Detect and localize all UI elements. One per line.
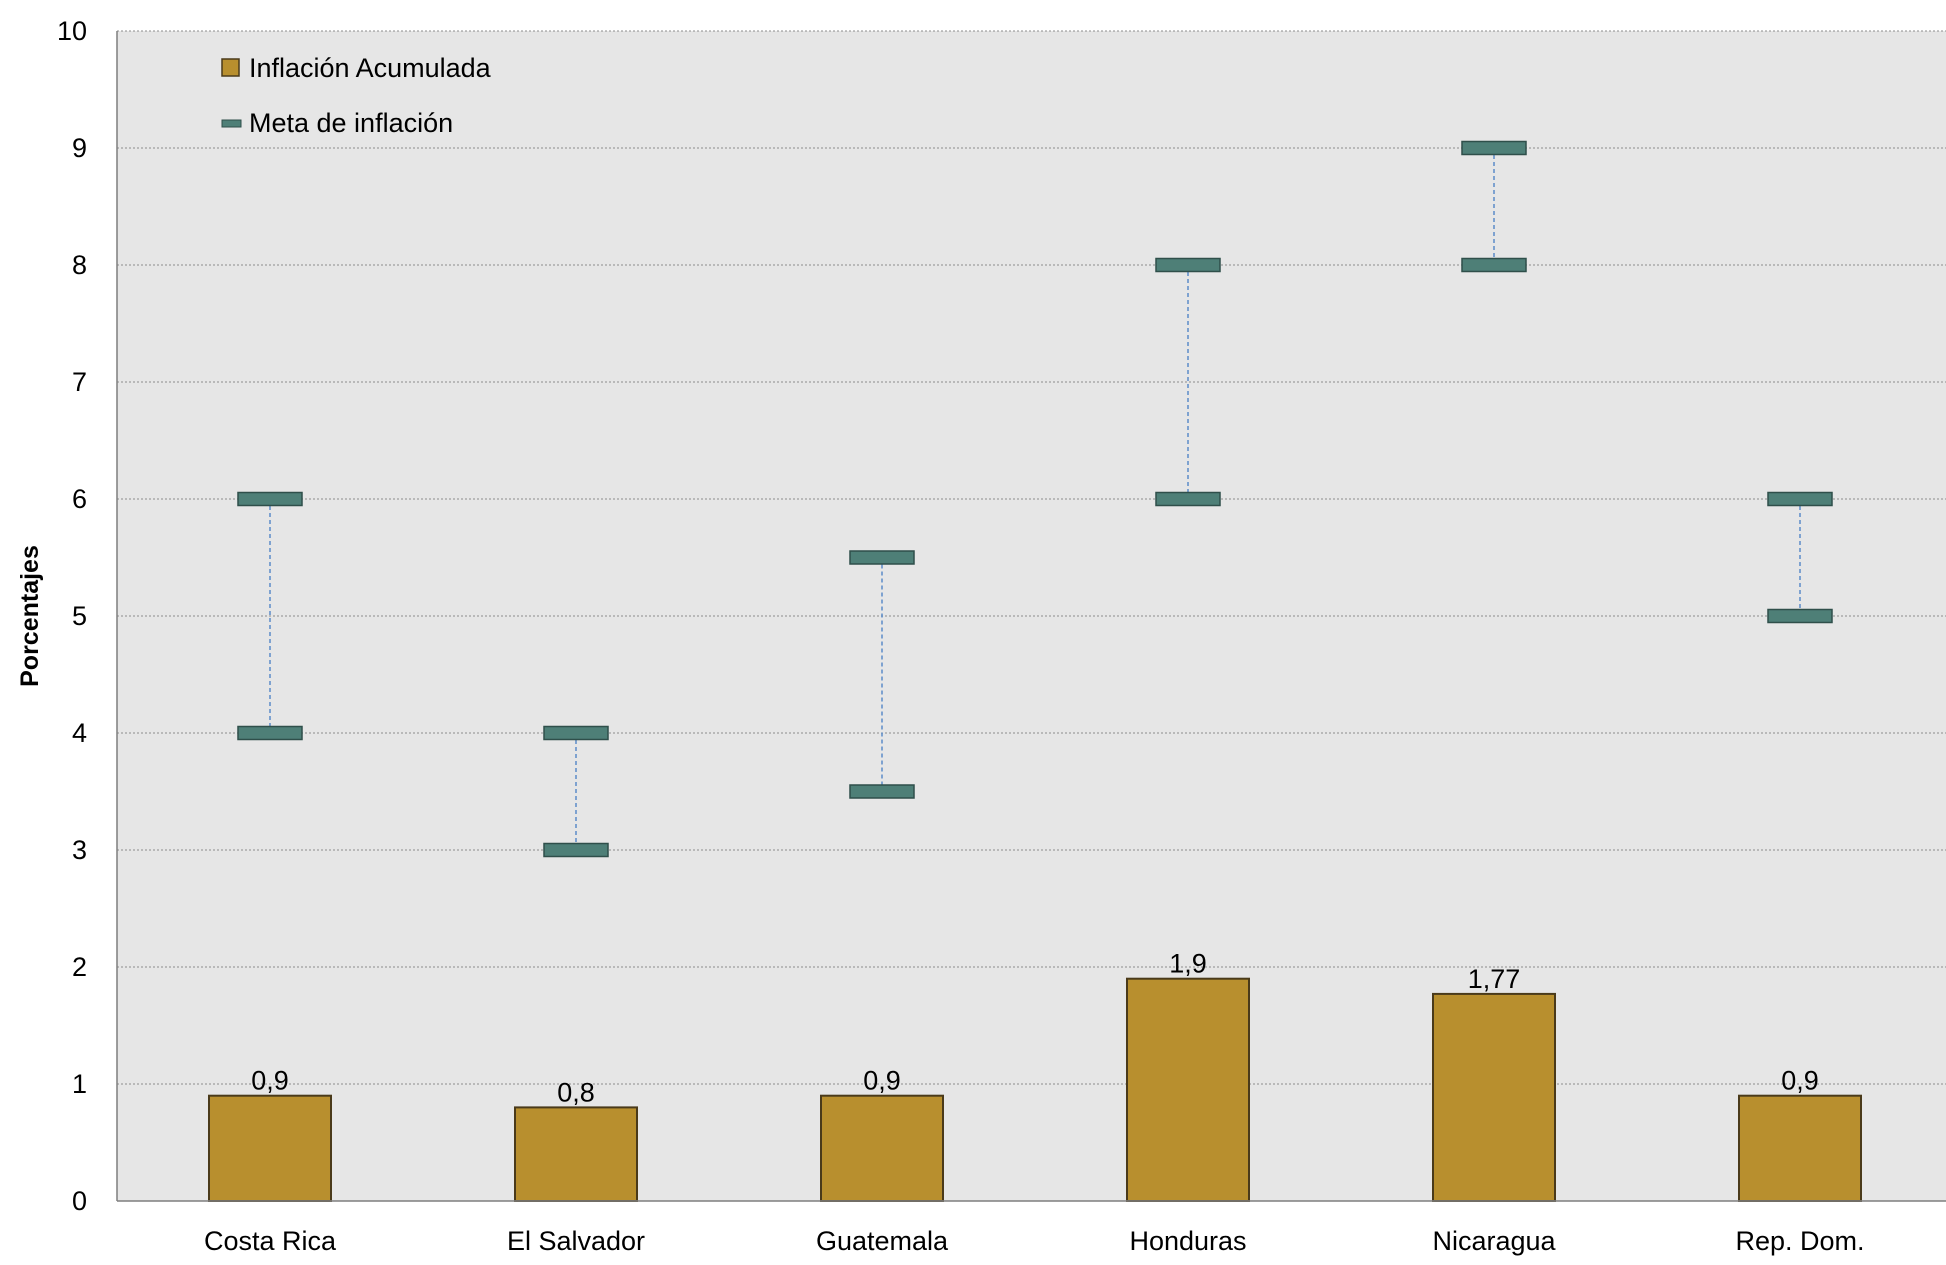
legend-swatch-inflacion-acumulada bbox=[221, 58, 240, 77]
x-tick-label: Costa Rica bbox=[204, 1226, 337, 1256]
target-low-marker bbox=[1767, 608, 1833, 624]
bar-inflacion-acumulada bbox=[514, 1106, 638, 1203]
y-tick-label: 1 bbox=[72, 1069, 87, 1099]
target-high-marker bbox=[849, 550, 915, 565]
y-tick-label: 2 bbox=[72, 952, 87, 982]
bars: 0,9 0,8 0,9 1,9 1,77 0,9 bbox=[208, 949, 1862, 1203]
target-high-marker bbox=[1767, 491, 1833, 507]
y-tick-label: 5 bbox=[72, 601, 87, 631]
y-tick-label: 9 bbox=[72, 133, 87, 163]
bar-data-label: 0,9 bbox=[1781, 1066, 1819, 1096]
target-high-marker bbox=[543, 725, 609, 741]
bar-data-label: 0,9 bbox=[863, 1066, 901, 1096]
y-tick-label: 7 bbox=[72, 367, 87, 397]
target-ranges bbox=[237, 140, 1833, 858]
x-tick-label: Rep. Dom. bbox=[1735, 1226, 1864, 1256]
target-low-marker bbox=[849, 784, 915, 799]
x-tick-labels: Costa Rica El Salvador Guatemala Honduras Ni… bbox=[204, 1226, 1865, 1256]
target-low-marker bbox=[1155, 491, 1221, 507]
y-tick-label: 0 bbox=[72, 1186, 87, 1216]
target-high-marker bbox=[1155, 257, 1221, 273]
y-tick-label: 10 bbox=[57, 16, 87, 46]
target-low-marker bbox=[543, 842, 609, 858]
x-tick-label: Honduras bbox=[1129, 1226, 1246, 1256]
target-low-marker bbox=[1461, 257, 1527, 273]
y-tick-labels: 0 1 2 3 4 5 6 7 8 9 10 bbox=[57, 16, 87, 1216]
x-tick-label: Guatemala bbox=[816, 1226, 949, 1256]
bar-inflacion-acumulada bbox=[1126, 977, 1250, 1203]
bar-inflacion-acumulada bbox=[208, 1094, 332, 1202]
target-high-marker bbox=[1461, 140, 1527, 156]
bar-data-label: 1,9 bbox=[1169, 949, 1207, 979]
x-tick-label: Nicaragua bbox=[1432, 1226, 1556, 1256]
legend-swatch-meta-de-inflacion bbox=[221, 119, 242, 128]
target-low-marker bbox=[237, 725, 303, 741]
gridlines bbox=[117, 30, 1946, 1085]
bar-data-label: 1,77 bbox=[1468, 964, 1521, 994]
axes bbox=[116, 31, 1946, 1202]
y-tick-label: 3 bbox=[72, 835, 87, 865]
y-tick-label: 8 bbox=[72, 250, 87, 280]
bar-inflacion-acumulada bbox=[1432, 992, 1556, 1202]
legend-label-inflacion-acumulada: Inflación Acumulada bbox=[249, 53, 492, 83]
bar-inflacion-acumulada bbox=[820, 1094, 944, 1202]
y-axis-title: Porcentajes bbox=[16, 545, 44, 687]
plot-area bbox=[117, 31, 1946, 1201]
y-tick-label: 4 bbox=[72, 718, 87, 748]
bar-inflacion-acumulada bbox=[1738, 1094, 1862, 1202]
bar-data-label: 0,9 bbox=[251, 1066, 289, 1096]
legend: Inflación Acumulada Meta de inflación bbox=[221, 53, 492, 138]
bar-data-label: 0,8 bbox=[557, 1077, 595, 1107]
y-tick-label: 6 bbox=[72, 484, 87, 514]
target-high-marker bbox=[237, 491, 303, 507]
x-tick-label: El Salvador bbox=[507, 1226, 645, 1256]
legend-label-meta-de-inflacion: Meta de inflación bbox=[249, 108, 453, 138]
